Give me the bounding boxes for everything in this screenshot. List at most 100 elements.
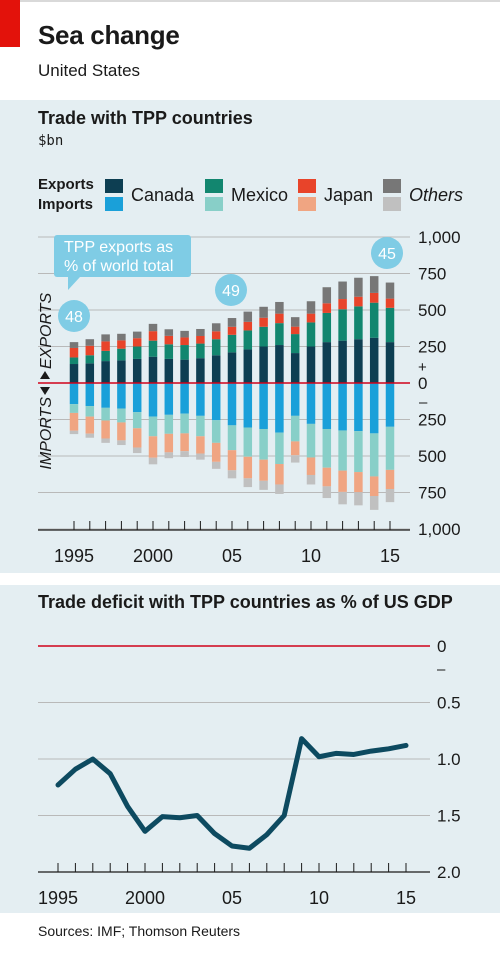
- deficit-panel: [0, 585, 500, 913]
- x-tick-label: 10: [309, 888, 329, 908]
- bar-import-others-1999: [132, 447, 142, 454]
- share-label-2005: 49: [222, 283, 240, 300]
- bar-export-others-2000: [148, 323, 158, 332]
- bar-export-mexico-2013: [354, 306, 363, 340]
- bar-export-others-2013: [354, 277, 363, 297]
- bar-import-mexico-2009: [290, 415, 300, 442]
- legend-swatch-import-mexico: [205, 197, 223, 211]
- bar-import-others-2003: [196, 453, 205, 460]
- y-tick-label: 1,000: [418, 520, 461, 539]
- bar-export-japan-2011: [322, 303, 332, 313]
- bar-import-others-1996: [85, 433, 95, 438]
- x-tick-label: 05: [222, 546, 242, 566]
- bar-export-mexico-1997: [101, 350, 110, 362]
- bar-export-japan-2005: [227, 326, 237, 335]
- bar-export-mexico-2012: [338, 309, 347, 341]
- bar-import-others-2002: [180, 451, 189, 458]
- bar-import-canada-2010: [306, 383, 316, 424]
- bar-import-mexico-2010: [306, 423, 316, 458]
- bar-import-others-2000: [148, 457, 158, 465]
- bar-import-mexico-2000: [148, 416, 158, 437]
- bar-export-mexico-2015: [385, 307, 395, 343]
- trade-panel-unit: $bn: [38, 133, 64, 149]
- bar-export-mexico-2011: [322, 312, 332, 343]
- legend-swatch-import-canada: [105, 197, 123, 211]
- share-label-1995: 48: [65, 309, 83, 326]
- bar-export-canada-2012: [338, 340, 347, 383]
- bar-export-japan-2015: [385, 298, 395, 308]
- deficit-line-chart: 0 0.5 1.0 1.5 2.0 – 1995 2000 05 10 15: [38, 637, 461, 908]
- bar-import-japan-2001: [164, 433, 174, 453]
- x-tick-label: 10: [301, 546, 321, 566]
- bar-import-mexico-2005: [227, 425, 237, 451]
- bar-export-japan-2007: [259, 317, 268, 327]
- bar-export-canada-2014: [369, 337, 379, 383]
- legend-swatch-export-others: [383, 179, 401, 193]
- bar-import-others-2007: [259, 480, 268, 490]
- bar-export-mexico-1998: [117, 348, 126, 361]
- bar-export-mexico-1999: [132, 346, 142, 359]
- bar-export-canada-2009: [290, 353, 300, 383]
- y-tick-label: 750: [418, 484, 446, 503]
- bar-export-japan-2009: [290, 326, 300, 335]
- bar-import-mexico-2013: [354, 431, 363, 473]
- bar-export-others-2010: [306, 301, 316, 314]
- trade-panel-title: Trade with TPP countries: [38, 108, 253, 128]
- bar-import-others-2006: [243, 478, 253, 488]
- bar-export-others-1996: [85, 339, 95, 346]
- top-rule: [20, 0, 500, 2]
- arrow-up: [40, 371, 50, 379]
- bar-import-japan-2004: [211, 442, 221, 462]
- chart-subtitle: United States: [38, 61, 141, 80]
- bar-export-mexico-2008: [275, 323, 284, 346]
- bar-export-japan-2004: [211, 331, 221, 340]
- imports-axis-label: IMPORTS: [38, 397, 55, 470]
- bar-export-canada-1997: [101, 361, 110, 383]
- y-tick-label: 250: [418, 411, 446, 430]
- bar-export-mexico-2009: [290, 334, 300, 354]
- bar-export-others-1999: [132, 331, 142, 339]
- bar-import-japan-2002: [180, 433, 189, 452]
- source-note: Sources: IMF; Thomson Reuters: [38, 923, 241, 939]
- bar-export-others-2009: [290, 317, 300, 327]
- y-tick-label: 500: [418, 447, 446, 466]
- bar-export-japan-2010: [306, 313, 316, 323]
- bar-export-japan-2013: [354, 296, 363, 307]
- bar-import-canada-2006: [243, 383, 253, 428]
- bar-export-japan-2014: [369, 292, 379, 303]
- bar-export-japan-1995: [69, 347, 79, 358]
- bar-export-others-2012: [338, 281, 347, 300]
- callout-text-line1: TPP exports as: [64, 239, 173, 256]
- bar-export-canada-2015: [385, 342, 395, 383]
- bar-export-canada-2000: [148, 356, 158, 383]
- bar-export-others-2008: [275, 301, 284, 314]
- bar-import-canada-2014: [369, 383, 379, 434]
- bar-import-canada-1998: [117, 383, 126, 409]
- bar-export-japan-2001: [164, 335, 174, 345]
- bar-export-mexico-2010: [306, 322, 316, 347]
- minus-sign: –: [437, 661, 446, 678]
- bar-import-mexico-1996: [85, 406, 95, 417]
- y-tick-label: 750: [418, 265, 446, 284]
- bar-export-mexico-2004: [211, 339, 221, 356]
- legend-swatch-export-japan: [298, 179, 316, 193]
- legend-swatch-import-japan: [298, 197, 316, 211]
- share-circle-1995: [58, 300, 90, 332]
- share-circle-2015: [371, 237, 403, 269]
- bar-export-others-2004: [211, 323, 221, 332]
- legend-label-mexico: Mexico: [231, 185, 289, 205]
- bar-import-canada-2013: [354, 383, 363, 432]
- bar-export-canada-2011: [322, 342, 332, 383]
- bar-import-canada-2012: [338, 383, 347, 431]
- bar-export-canada-1999: [132, 358, 142, 383]
- y-tick-label: 500: [418, 301, 446, 320]
- x-tick-label: 15: [396, 888, 416, 908]
- bar-import-canada-2001: [164, 383, 174, 415]
- bar-import-japan-2010: [306, 457, 316, 475]
- exports-axis-label: EXPORTS: [38, 293, 55, 370]
- bar-export-mexico-2014: [369, 302, 379, 338]
- bar-import-mexico-2008: [275, 432, 284, 465]
- callout-pointer: [68, 277, 80, 290]
- bar-import-others-2004: [211, 461, 221, 469]
- bar-import-japan-2012: [338, 470, 347, 492]
